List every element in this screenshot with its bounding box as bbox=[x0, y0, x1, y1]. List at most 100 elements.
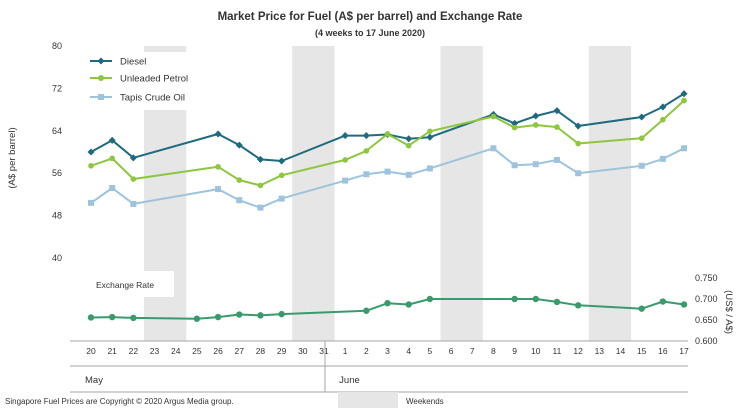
data-point bbox=[659, 103, 667, 111]
data-point bbox=[638, 135, 645, 142]
chart-subtitle: (4 weeks to 17 June 2020) bbox=[315, 28, 425, 38]
x-tick-label: 4 bbox=[406, 346, 411, 356]
y-tick-label: 80 bbox=[52, 41, 62, 51]
legend-label-unleaded: Unleaded Petrol bbox=[120, 74, 188, 85]
legend-item-tapis: Tapis Crude Oil bbox=[90, 93, 185, 104]
x-tick-label: 22 bbox=[129, 346, 139, 356]
data-point bbox=[88, 162, 94, 169]
data-point bbox=[363, 148, 370, 154]
data-point bbox=[532, 122, 539, 128]
data-point bbox=[342, 157, 348, 163]
data-point bbox=[426, 165, 433, 172]
x-tick-label: 31 bbox=[319, 346, 329, 356]
weekend-band-3 bbox=[588, 46, 632, 341]
data-point bbox=[342, 177, 349, 184]
data-point bbox=[87, 314, 95, 321]
data-point bbox=[638, 305, 645, 312]
data-point bbox=[490, 145, 497, 152]
x-tick-label: 15 bbox=[637, 346, 647, 356]
x-tick-label: 23 bbox=[150, 346, 160, 356]
series-markers bbox=[87, 90, 688, 322]
data-point bbox=[638, 113, 646, 121]
data-point bbox=[236, 311, 243, 318]
x-tick-label: 30 bbox=[298, 346, 308, 356]
data-point bbox=[88, 199, 94, 206]
data-point bbox=[363, 307, 370, 314]
x-tick-label: 21 bbox=[107, 346, 117, 356]
data-point bbox=[278, 157, 286, 165]
x-tick-label: 9 bbox=[512, 346, 517, 356]
data-point bbox=[511, 295, 518, 303]
data-point bbox=[638, 162, 645, 169]
y-tick-label: 40 bbox=[52, 253, 62, 263]
y2-tick-label: 0.700 bbox=[695, 294, 718, 304]
y-tick-label: 56 bbox=[52, 168, 62, 178]
data-point bbox=[363, 171, 370, 178]
month-labels: May June bbox=[85, 375, 360, 386]
data-point bbox=[108, 136, 116, 144]
data-point bbox=[278, 172, 285, 179]
data-point bbox=[130, 200, 137, 207]
data-point bbox=[575, 170, 582, 177]
x-tick-label: 25 bbox=[192, 346, 202, 356]
data-point bbox=[236, 197, 243, 204]
x-tick-label: 27 bbox=[235, 346, 245, 356]
data-point bbox=[426, 133, 434, 141]
x-tick-label: 12 bbox=[573, 346, 583, 356]
weekend-band-2 bbox=[440, 46, 483, 341]
data-point bbox=[553, 298, 561, 306]
data-point bbox=[575, 140, 581, 147]
y-axis-label: (A$ per barrel) bbox=[7, 127, 18, 188]
data-point bbox=[215, 186, 222, 193]
x-tick-label: 20 bbox=[86, 346, 96, 356]
x-tick-label: 7 bbox=[470, 346, 475, 356]
data-point bbox=[256, 155, 264, 163]
data-point bbox=[129, 154, 137, 162]
data-point bbox=[278, 310, 285, 318]
month-label: June bbox=[339, 375, 360, 386]
data-point bbox=[257, 182, 264, 189]
legend-label-tapis: Tapis Crude Oil bbox=[120, 93, 185, 104]
data-point bbox=[236, 177, 243, 183]
exchange-label-box bbox=[86, 271, 174, 297]
data-point bbox=[214, 130, 222, 138]
x-tick-label: 6 bbox=[449, 346, 454, 356]
y2-tick-label: 0.600 bbox=[695, 336, 718, 346]
y-tick-label: 48 bbox=[52, 211, 62, 221]
data-point bbox=[681, 97, 687, 104]
data-point bbox=[660, 116, 666, 123]
data-point bbox=[680, 90, 688, 98]
data-point bbox=[426, 295, 434, 303]
y2-tick-label: 0.650 bbox=[695, 315, 718, 325]
x-tick-label: 16 bbox=[658, 346, 668, 356]
data-point bbox=[341, 132, 349, 140]
series-line-0 bbox=[90, 92, 685, 162]
data-point bbox=[193, 315, 201, 322]
data-point bbox=[130, 314, 137, 322]
data-point bbox=[532, 295, 539, 303]
x-tick-label: 11 bbox=[553, 346, 562, 356]
data-point bbox=[405, 135, 413, 143]
x-tick-label: 8 bbox=[491, 346, 496, 356]
y-axis-ticks: 80 72 64 56 48 40 bbox=[52, 41, 62, 263]
data-point bbox=[214, 313, 222, 321]
y-tick-label: 72 bbox=[52, 83, 62, 93]
month-label: May bbox=[85, 375, 103, 386]
x-tick-label: 1 bbox=[343, 346, 348, 356]
data-point bbox=[405, 142, 412, 149]
data-point bbox=[384, 131, 391, 137]
data-point bbox=[108, 313, 116, 321]
y2-axis-label: (US$ / A$) bbox=[723, 290, 734, 334]
data-point bbox=[130, 176, 137, 182]
data-point bbox=[405, 301, 412, 308]
y2-tick-label: 0.750 bbox=[695, 273, 718, 283]
x-tick-label: 17 bbox=[679, 346, 689, 356]
legend-label-diesel: Diesel bbox=[120, 57, 146, 68]
series-line-1 bbox=[90, 99, 685, 187]
data-point bbox=[532, 161, 539, 168]
x-tick-label: 3 bbox=[385, 346, 390, 356]
x-tick-label: 26 bbox=[213, 346, 223, 356]
x-tick-label: 24 bbox=[171, 346, 181, 356]
x-axis-ticks: 20 21 22 23 24 25 26 27 28 29 30 31 1 2 3 4 5 6 7 8 9 10 11 12 1… bbox=[86, 346, 689, 356]
